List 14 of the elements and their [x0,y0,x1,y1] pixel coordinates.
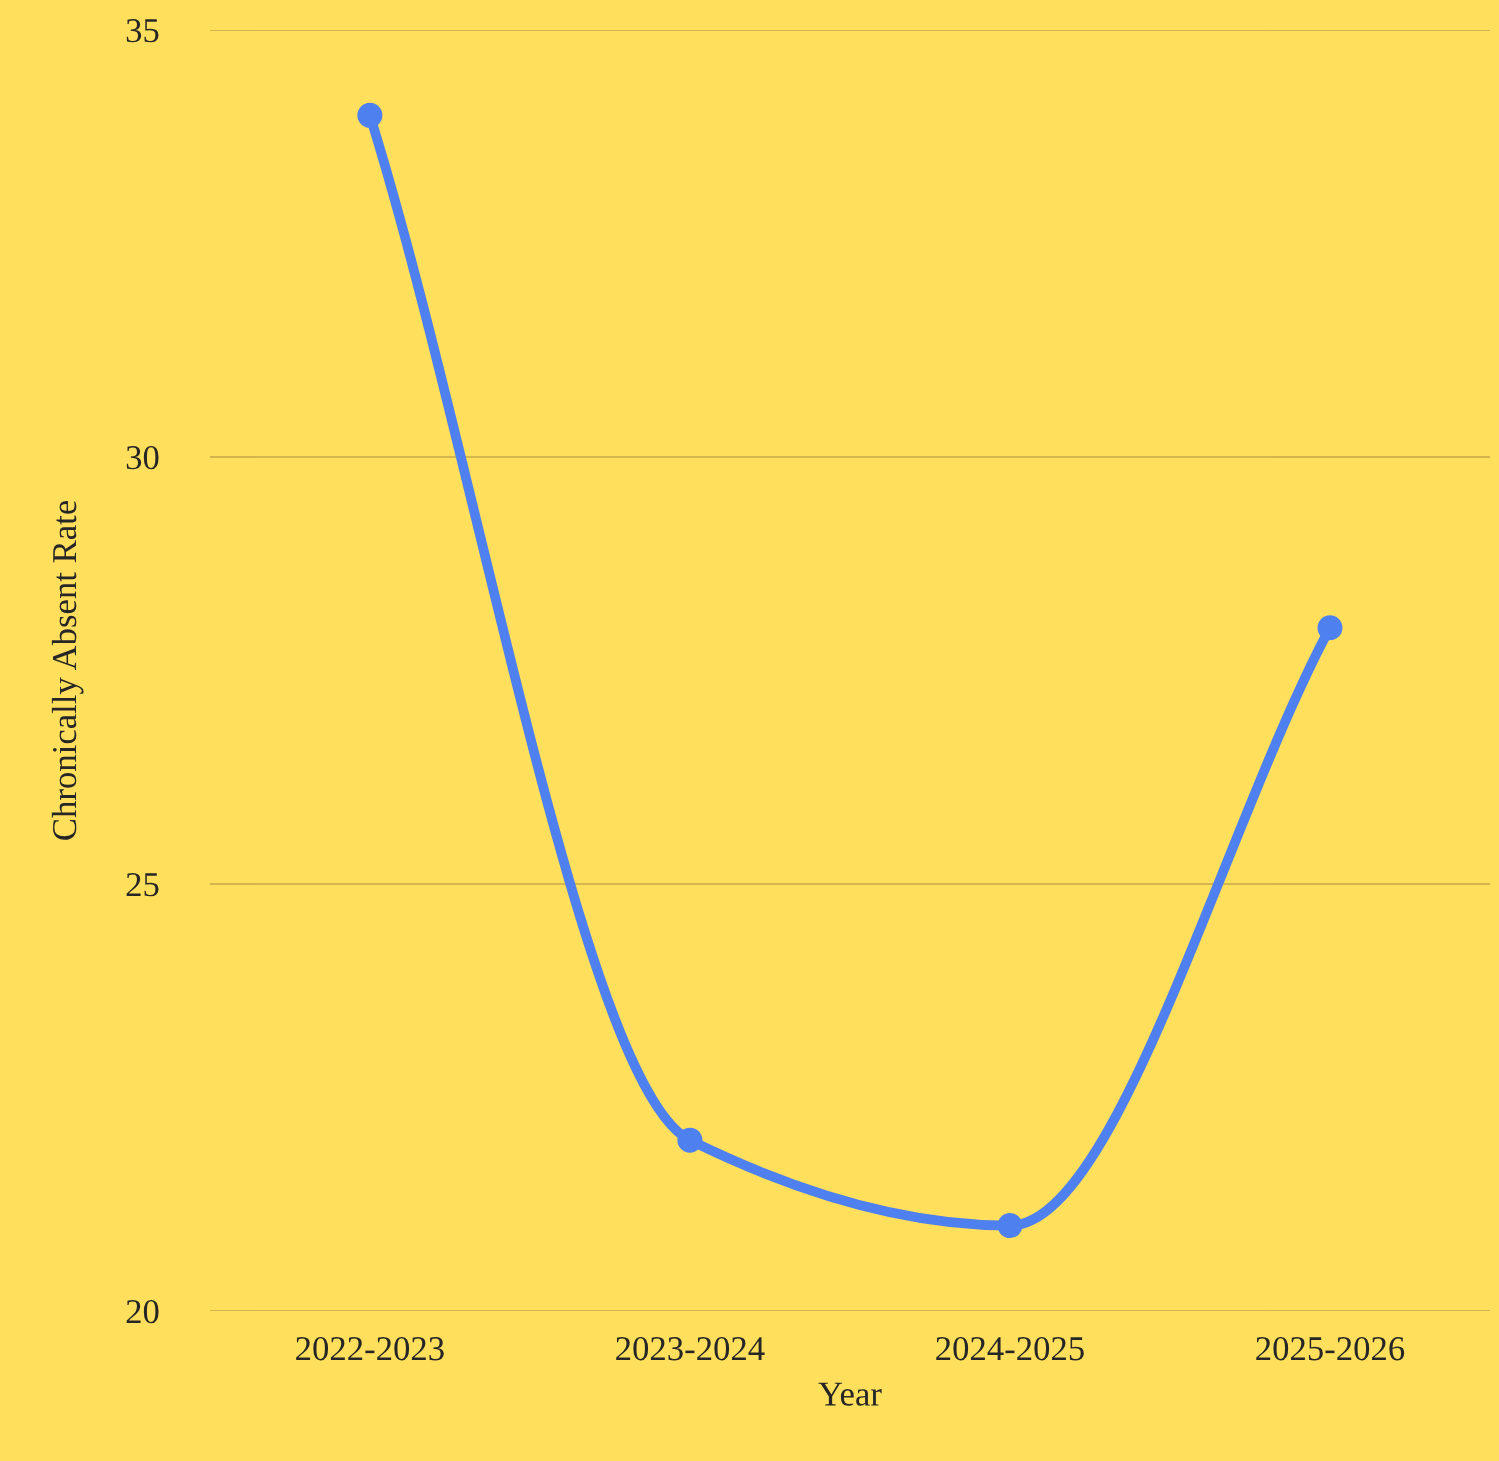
x-tick-label: 2025-2026 [1256,1336,1405,1361]
y-tick-label: 35 [126,19,159,43]
x-tick-label: 2024-2025 [936,1336,1084,1361]
x-tick-label: 2022-2023 [296,1336,444,1361]
point [997,1213,1023,1239]
y-tick-label: 25 [126,873,159,897]
point [1317,615,1343,641]
x-tick-label: 2023-2024 [616,1336,765,1361]
y-axis-title: Chronically Absent Rate [51,500,84,840]
point [357,102,383,128]
y-tick-label: 30 [126,445,159,470]
y-tick-label: 20 [126,1299,159,1324]
point [677,1127,703,1153]
x-axis-title: Year [818,1382,882,1406]
